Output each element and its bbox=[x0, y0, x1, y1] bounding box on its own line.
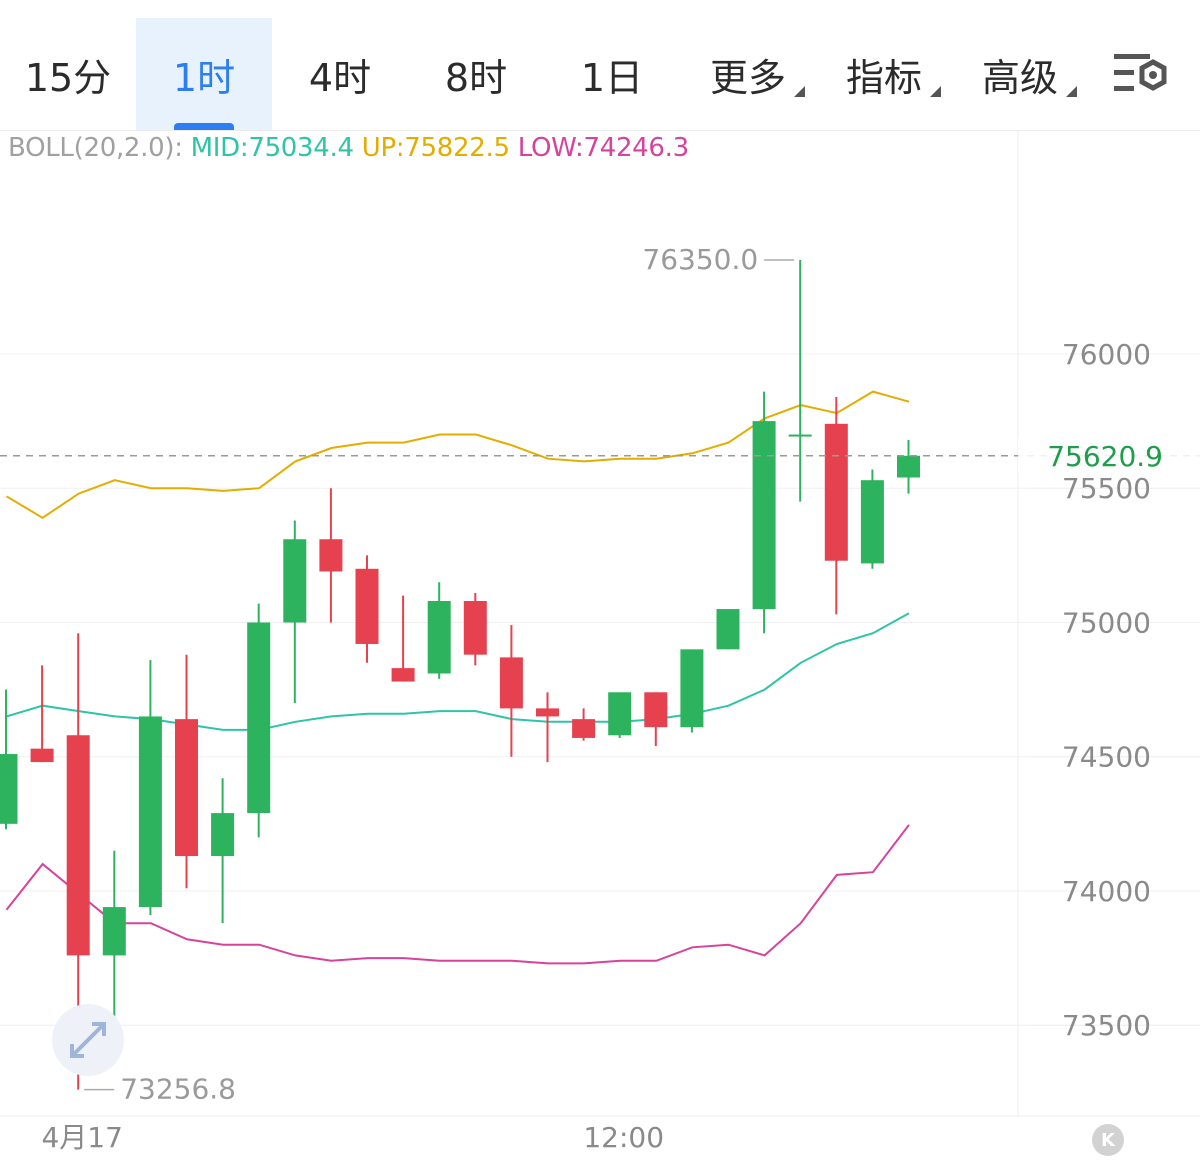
tab-1day[interactable]: 1日 bbox=[580, 55, 644, 100]
boll-mid-value: MID:75034.4 bbox=[190, 133, 354, 163]
x-tick-label: 4月17 bbox=[41, 1121, 122, 1154]
boll-up-value: UP:75822.5 bbox=[361, 133, 510, 163]
candlestick-chart[interactable]: 76000 75500 75000 74500 74000 73500 75620.9 763… bbox=[0, 131, 1200, 1166]
tab-8hour[interactable]: 8时 bbox=[444, 55, 508, 100]
candle-body bbox=[355, 568, 379, 644]
y-tick-label: 76000 bbox=[1062, 338, 1151, 371]
boll-label: BOLL(20,2.0): bbox=[8, 133, 183, 163]
chart-settings-icon[interactable] bbox=[1112, 52, 1176, 100]
tab-1hour[interactable]: 1时 bbox=[136, 18, 272, 130]
timeframe-tabs: 15分 1时 4时 8时 1日 更多 指标 高级 bbox=[0, 0, 1200, 130]
boll-mid-line bbox=[6, 612, 910, 731]
more-dropdown-icon bbox=[794, 86, 805, 97]
tab-indicators[interactable]: 指标 bbox=[845, 55, 922, 100]
candle-body bbox=[536, 708, 559, 717]
advanced-dropdown-icon bbox=[1066, 86, 1077, 97]
candle-body bbox=[319, 539, 343, 572]
candle-body bbox=[499, 657, 523, 709]
candle-body bbox=[824, 423, 848, 561]
candle-body bbox=[572, 719, 596, 738]
candle-body bbox=[463, 601, 487, 655]
candle-body bbox=[391, 668, 415, 682]
current-price-label-bg bbox=[1018, 436, 1200, 471]
candle-body bbox=[860, 480, 884, 564]
toolbar-divider bbox=[0, 130, 1200, 131]
candle-body bbox=[427, 601, 451, 674]
x-tick-label: 12:00 bbox=[583, 1121, 664, 1154]
candle-body bbox=[283, 539, 307, 623]
candle-body bbox=[680, 649, 704, 728]
max-price-label: 76350.0 bbox=[642, 243, 758, 276]
expand-arrows-icon[interactable] bbox=[52, 1004, 124, 1076]
candle-body bbox=[716, 609, 740, 650]
candle-body bbox=[644, 692, 668, 728]
tab-15min[interactable]: 15分 bbox=[24, 55, 112, 100]
boll-lower-line bbox=[5, 824, 910, 965]
candle-body bbox=[30, 748, 54, 763]
candle-body bbox=[247, 622, 271, 814]
candle-body bbox=[175, 719, 198, 857]
candle-body bbox=[211, 813, 235, 857]
candle-body bbox=[788, 434, 812, 437]
min-price-label: 73256.8 bbox=[120, 1073, 236, 1106]
tab-advanced[interactable]: 高级 bbox=[981, 55, 1058, 100]
y-tick-label: 75000 bbox=[1062, 606, 1151, 639]
y-tick-label: 74500 bbox=[1062, 741, 1151, 774]
current-price-label: 75620.9 bbox=[1047, 440, 1163, 473]
y-tick-label: 74000 bbox=[1062, 875, 1151, 908]
candle-body bbox=[102, 907, 126, 956]
candle-body bbox=[897, 455, 920, 478]
indicators-dropdown-icon bbox=[930, 86, 941, 97]
boll-low-value: LOW:74246.3 bbox=[517, 133, 689, 163]
k-button[interactable]: K bbox=[1092, 1124, 1124, 1156]
boll-indicator-legend: BOLL(20,2.0): MID:75034.4 UP:75822.5 LOW… bbox=[8, 133, 689, 163]
tab-more[interactable]: 更多 bbox=[709, 55, 786, 100]
y-tick-label: 75500 bbox=[1062, 472, 1151, 505]
tab-4hour[interactable]: 4时 bbox=[308, 55, 372, 100]
candle-body bbox=[0, 754, 18, 824]
candle-body bbox=[66, 735, 90, 956]
candle-body bbox=[138, 716, 162, 908]
y-tick-label: 73500 bbox=[1062, 1009, 1151, 1042]
candle-body bbox=[752, 421, 776, 610]
candle-body bbox=[608, 692, 632, 736]
